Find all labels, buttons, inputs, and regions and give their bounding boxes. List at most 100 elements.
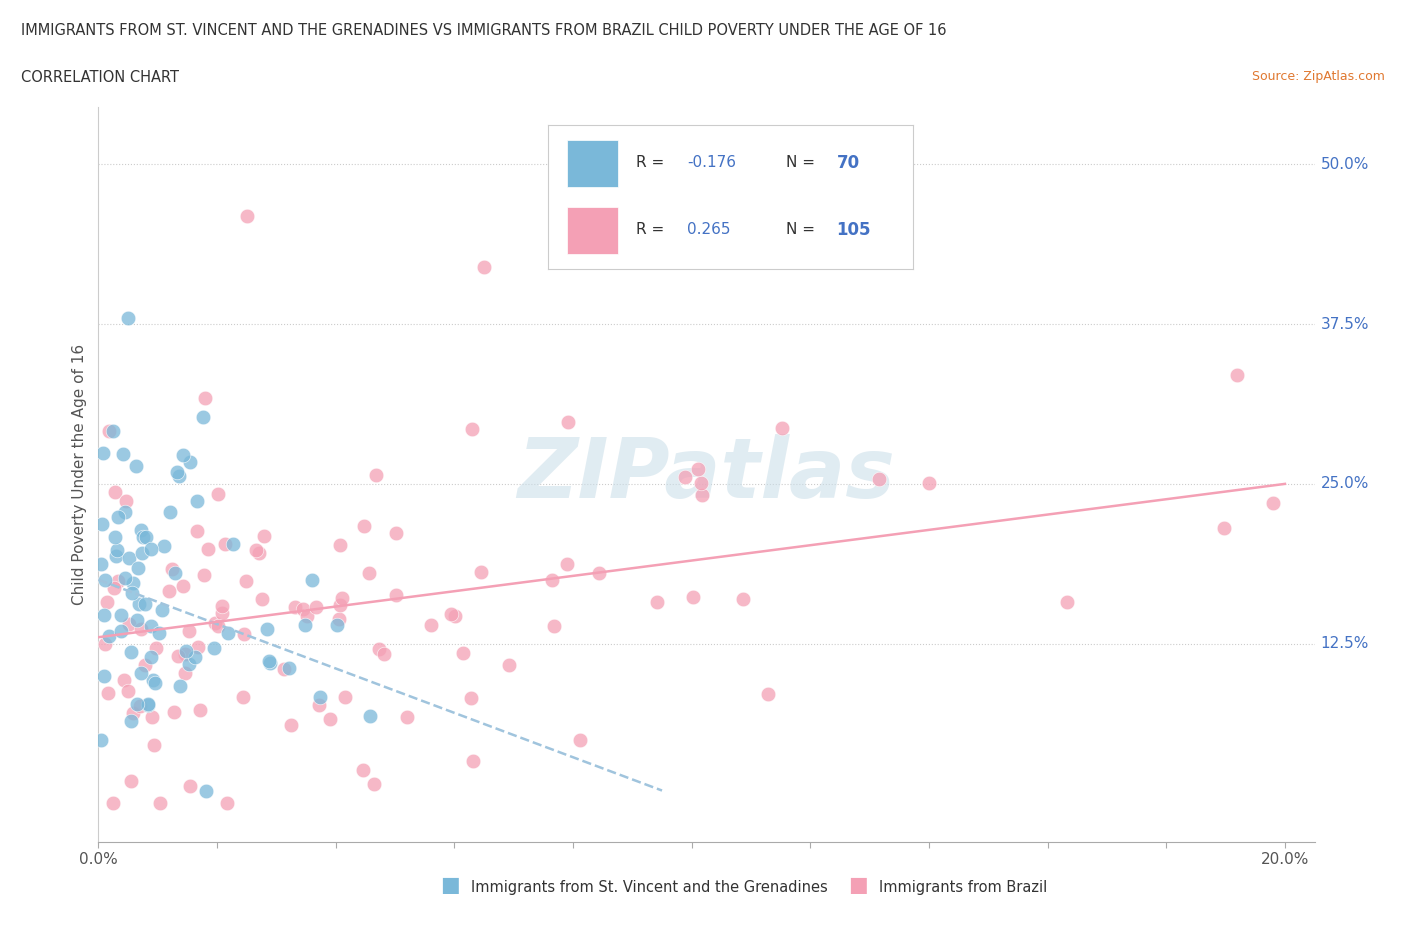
Point <box>385 525 408 540</box>
Text: CORRELATION CHART: CORRELATION CHART <box>21 70 179 85</box>
Point <box>125 697 148 711</box>
Point <box>136 698 159 712</box>
Point <box>112 672 135 687</box>
Point <box>733 591 755 606</box>
Point <box>278 661 301 676</box>
Point <box>211 605 233 620</box>
Point <box>94 573 117 588</box>
Point <box>176 644 198 658</box>
Point <box>247 545 270 560</box>
Point <box>169 679 191 694</box>
Point <box>121 576 143 591</box>
Point <box>202 641 225 656</box>
Point <box>207 486 229 501</box>
Point <box>104 529 127 544</box>
Point <box>131 666 153 681</box>
Point <box>167 649 190 664</box>
Text: ■: ■ <box>848 874 868 895</box>
Point <box>498 658 520 672</box>
Point <box>444 609 467 624</box>
Point <box>115 493 138 508</box>
Y-axis label: Child Poverty Under the Age of 16: Child Poverty Under the Age of 16 <box>72 344 87 604</box>
Point <box>1056 595 1078 610</box>
Point <box>207 618 229 633</box>
Point <box>104 549 127 564</box>
Point <box>193 391 215 405</box>
Point <box>419 618 441 632</box>
Point <box>461 753 484 768</box>
Point <box>1226 368 1249 383</box>
Point <box>121 586 143 601</box>
Point <box>91 445 114 460</box>
Point <box>309 690 332 705</box>
Point <box>117 618 139 632</box>
Point <box>166 465 188 480</box>
Point <box>101 424 124 439</box>
Point <box>195 783 218 798</box>
Point <box>211 599 233 614</box>
Point <box>259 656 281 671</box>
Point <box>690 475 713 490</box>
Point <box>439 606 461 621</box>
Point <box>136 697 159 711</box>
Point <box>217 796 239 811</box>
Point <box>588 566 610 581</box>
Point <box>280 718 302 733</box>
Point <box>319 711 342 726</box>
Text: Immigrants from St. Vincent and the Grenadines: Immigrants from St. Vincent and the Gren… <box>471 880 828 895</box>
Point <box>235 574 257 589</box>
Point <box>90 733 112 748</box>
Point <box>686 461 709 476</box>
Point <box>172 447 194 462</box>
Point <box>90 557 112 572</box>
Point <box>373 647 395 662</box>
Text: Immigrants from Brazil: Immigrants from Brazil <box>879 880 1047 895</box>
Point <box>141 709 163 724</box>
Point <box>163 705 186 720</box>
Point <box>177 623 200 638</box>
Point <box>128 596 150 611</box>
Point <box>129 699 152 714</box>
Point <box>540 572 562 587</box>
Point <box>127 613 149 628</box>
Point <box>329 538 352 552</box>
Point <box>97 685 120 700</box>
Point <box>142 672 165 687</box>
Point <box>214 537 236 551</box>
Point <box>232 689 254 704</box>
Point <box>93 607 115 622</box>
Point <box>93 668 115 683</box>
Point <box>569 733 592 748</box>
Point <box>96 594 118 609</box>
Point <box>357 565 380 580</box>
Point <box>103 580 125 595</box>
Point <box>256 621 278 636</box>
Point <box>107 510 129 525</box>
Point <box>125 458 148 473</box>
Point <box>139 541 162 556</box>
Point <box>245 542 267 557</box>
Point <box>141 650 163 665</box>
Point <box>114 505 136 520</box>
Text: ZIPatlas: ZIPatlas <box>517 433 896 515</box>
Point <box>94 637 117 652</box>
Point <box>105 542 128 557</box>
Point <box>120 644 142 659</box>
Point <box>191 409 214 424</box>
Point <box>461 421 484 436</box>
Point <box>118 551 141 565</box>
Point <box>326 618 349 632</box>
Point <box>134 596 156 611</box>
Point <box>179 455 201 470</box>
Point <box>673 470 696 485</box>
Point <box>364 467 387 482</box>
Point <box>114 570 136 585</box>
Point <box>460 691 482 706</box>
Text: 37.5%: 37.5% <box>1320 317 1369 332</box>
Point <box>273 661 295 676</box>
Point <box>107 574 129 589</box>
Point <box>301 572 323 587</box>
Point <box>150 603 173 618</box>
Point <box>329 597 352 612</box>
Point <box>157 583 180 598</box>
